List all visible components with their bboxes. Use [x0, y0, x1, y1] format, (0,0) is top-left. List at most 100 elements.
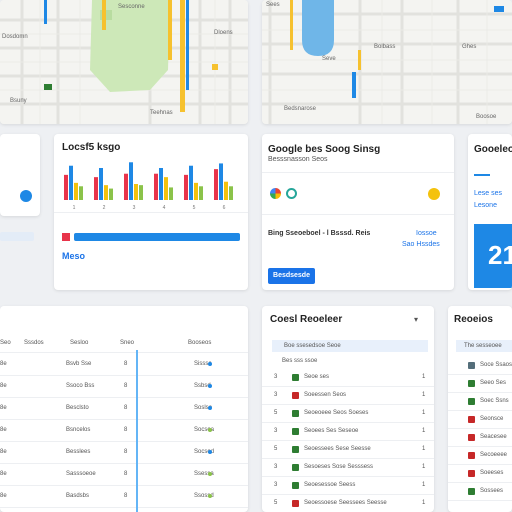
- far-right-item[interactable]: Sossees: [448, 482, 512, 501]
- far-right-card-header-text: The sesseoee: [464, 343, 502, 349]
- chart-footer-label[interactable]: Meso: [62, 251, 86, 261]
- bar[interactable]: [74, 182, 78, 200]
- far-right-item-label: Seacesee: [480, 434, 507, 440]
- list-item-label: Seoessees Sese Seesse: [304, 446, 371, 452]
- table-column-header[interactable]: Sneo: [120, 340, 135, 346]
- far-right-item-icon: [468, 416, 475, 423]
- search-card-divider: [262, 172, 454, 173]
- list-item[interactable]: 5 Seoessees Sese Seesse 1: [262, 440, 434, 459]
- list-item[interactable]: 5 Seoeoeee Seos Soeses 1: [262, 404, 434, 423]
- table-cell: 8: [124, 471, 128, 477]
- bar[interactable]: [79, 186, 83, 200]
- far-right-item-icon: [468, 434, 475, 441]
- table-column-header[interactable]: Sssdos: [24, 340, 44, 346]
- bar[interactable]: [64, 174, 68, 200]
- bar[interactable]: [94, 177, 98, 200]
- table-row[interactable]: 8eSseneonBsncelos8Socsoa: [0, 419, 248, 442]
- bar[interactable]: [129, 162, 133, 200]
- table-column-header[interactable]: Booseos: [188, 340, 212, 346]
- bar[interactable]: [224, 181, 228, 200]
- bar[interactable]: [69, 165, 73, 200]
- table-row[interactable]: 8eSoesseuousBesclsto8Soslso: [0, 397, 248, 420]
- table-cell: Socsoa: [194, 427, 215, 433]
- x-tick-label: 3: [133, 205, 136, 211]
- x-tick-label: 6: [223, 205, 226, 211]
- bar[interactable]: [194, 182, 198, 200]
- list-item[interactable]: 3 Seoesessoe Seess 1: [262, 476, 434, 495]
- bar[interactable]: [109, 188, 113, 200]
- list-item-icon: [292, 500, 299, 507]
- table-row[interactable]: 8eSeossosBasdsbs8Ssossd: [0, 485, 248, 508]
- refresh-icon[interactable]: [286, 188, 297, 199]
- bar[interactable]: [159, 168, 163, 200]
- search-result-link-2[interactable]: Sao Hssdes: [402, 241, 440, 248]
- list-item[interactable]: 3 Soeessen Seos 1: [262, 386, 434, 405]
- far-right-item[interactable]: Soec Ssns: [448, 392, 512, 411]
- list-item-index: 5: [274, 410, 278, 416]
- bar[interactable]: [184, 174, 188, 200]
- search-card-divider-2: [262, 214, 454, 215]
- table-cell: 8e: [0, 361, 7, 367]
- table-cell: Sisssa: [194, 361, 212, 367]
- bar[interactable]: [169, 187, 173, 200]
- table-row[interactable]: 8eSessboBssdsoes8Socsoa: [0, 507, 248, 512]
- table-column-divider[interactable]: [136, 350, 138, 512]
- list-item-index: 5: [274, 446, 278, 452]
- google-icon[interactable]: [270, 188, 281, 199]
- table-column-header[interactable]: Seo: [0, 340, 11, 346]
- far-right-item[interactable]: Seonsce: [448, 410, 512, 429]
- list-item-count: 1: [422, 428, 426, 434]
- bar[interactable]: [134, 184, 138, 200]
- bar[interactable]: [164, 177, 168, 200]
- list-item[interactable]: 3 Seoees Ses Seseoe 1: [262, 422, 434, 441]
- table-cell: Ssossd: [194, 493, 214, 499]
- alert-icon[interactable]: [428, 188, 440, 200]
- search-result-line: Bing Sseoeboel - l Bsssd. Reis: [268, 230, 371, 237]
- list-item-label: Seoeoeee Seos Soeses: [304, 410, 369, 416]
- list-item[interactable]: 3 Seoe ses 1: [262, 368, 434, 387]
- bar[interactable]: [219, 163, 223, 200]
- list-item-index: 3: [274, 464, 278, 470]
- chevron-down-icon[interactable]: ▾: [414, 315, 419, 324]
- bar[interactable]: [124, 173, 128, 200]
- list-item-label: Seoessoese Seessees Seesse: [304, 500, 387, 506]
- bar[interactable]: [189, 165, 193, 200]
- bar[interactable]: [104, 185, 108, 200]
- far-right-item[interactable]: Seeo Ses: [448, 374, 512, 393]
- map-left[interactable]: Dosdomn Bsuny Sesconne Teehnas Dloens: [0, 0, 248, 124]
- bar[interactable]: [139, 185, 143, 200]
- right-card-title: Gooeleo: [474, 144, 512, 155]
- bar[interactable]: [229, 186, 233, 200]
- bar[interactable]: [214, 169, 218, 200]
- list-item-count: 1: [422, 464, 426, 470]
- table-cell: 8: [124, 405, 128, 411]
- far-right-item[interactable]: Secoeeee: [448, 446, 512, 465]
- table-card: Seo Sssdos Sesloo Sneo Booseos 8eStocsoonaeB…: [0, 306, 248, 512]
- list-item[interactable]: 5 Seoessoese Seessees Seesse 1: [262, 494, 434, 512]
- search-action-button[interactable]: Besdsesde: [268, 268, 315, 284]
- info-icon[interactable]: [20, 190, 32, 202]
- right-card: Gooeleo Lese ses Lesone 21: [468, 134, 512, 290]
- table-row[interactable]: 8eSoceSasssoeoe8Ssessa: [0, 463, 248, 486]
- bar[interactable]: [99, 168, 103, 200]
- table-cell: 8: [124, 383, 128, 389]
- bar[interactable]: [154, 173, 158, 200]
- table-row[interactable]: 8eSeoesBesslees8Socsod: [0, 441, 248, 464]
- list-item[interactable]: 3 Sesoeses Sose Sesssess 1: [262, 458, 434, 477]
- table-cell: Sasssoeoe: [66, 471, 96, 477]
- search-card-subtitle: Besssnasson Seos: [268, 156, 328, 163]
- far-right-item[interactable]: Soeeses: [448, 464, 512, 483]
- chart-progress-bar: [74, 233, 240, 241]
- far-right-item[interactable]: Seacesee: [448, 428, 512, 447]
- far-right-item-icon: [468, 362, 475, 369]
- map-right-label-6: Boosoe: [476, 114, 497, 120]
- far-right-item[interactable]: Soce Ssaos: [448, 356, 512, 375]
- search-card-title: Google bes Soog Sinsg: [268, 144, 381, 155]
- map-right[interactable]: Sees Seve Bedsnarose Bolbass Ghes Boosoe: [262, 0, 512, 124]
- search-result-link[interactable]: Iossoe: [416, 230, 437, 237]
- map-right-label-4: Bolbass: [374, 44, 396, 50]
- bar[interactable]: [199, 186, 203, 200]
- table-column-header[interactable]: Sesloo: [70, 340, 89, 346]
